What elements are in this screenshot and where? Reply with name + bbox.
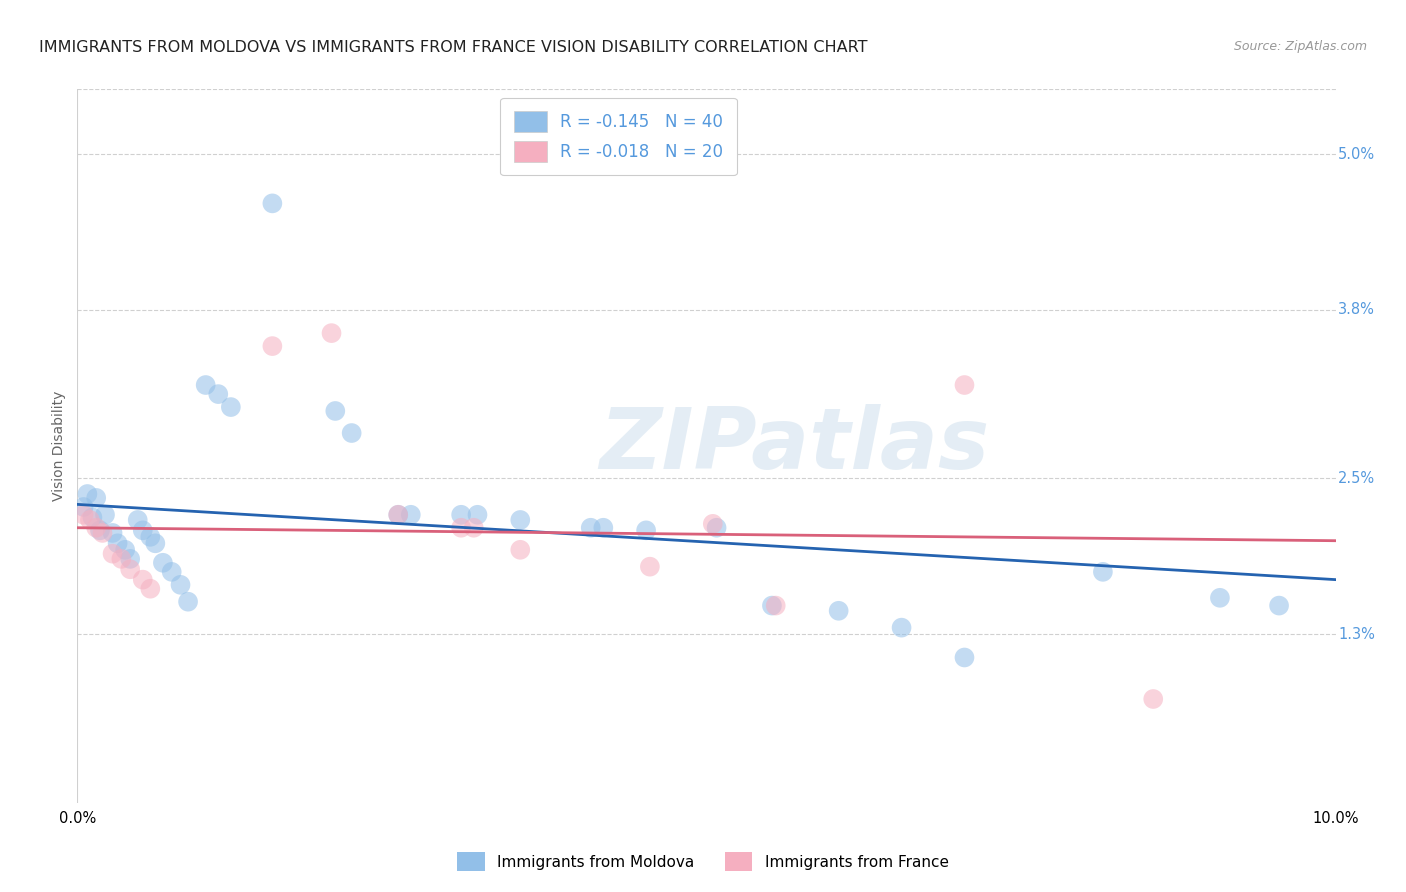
Point bbox=[139, 582, 162, 596]
Point bbox=[114, 542, 136, 557]
Point bbox=[399, 508, 422, 522]
Point bbox=[79, 513, 101, 527]
Point bbox=[194, 378, 217, 392]
Text: 1.3%: 1.3% bbox=[1339, 627, 1375, 641]
Point bbox=[702, 516, 724, 531]
Point bbox=[132, 524, 155, 538]
Y-axis label: Vision Disability: Vision Disability bbox=[52, 391, 66, 501]
Point bbox=[450, 521, 472, 535]
Point bbox=[262, 196, 284, 211]
Legend: R = -0.145   N = 40, R = -0.018   N = 20: R = -0.145 N = 40, R = -0.018 N = 20 bbox=[501, 97, 737, 176]
Point bbox=[207, 387, 229, 401]
Point bbox=[321, 326, 343, 340]
Point bbox=[1142, 692, 1164, 706]
Point bbox=[509, 542, 531, 557]
Point bbox=[953, 650, 976, 665]
Point bbox=[84, 491, 107, 505]
Point bbox=[91, 525, 114, 540]
Point bbox=[94, 508, 117, 522]
Point bbox=[387, 508, 409, 522]
Point bbox=[101, 525, 124, 540]
Text: 2.5%: 2.5% bbox=[1339, 471, 1375, 486]
Point bbox=[509, 513, 531, 527]
Point bbox=[706, 521, 728, 535]
Point bbox=[127, 513, 149, 527]
Point bbox=[890, 621, 912, 635]
Point bbox=[84, 521, 107, 535]
Point bbox=[219, 400, 242, 414]
Point bbox=[139, 530, 162, 544]
Point bbox=[450, 508, 472, 522]
Point bbox=[152, 556, 174, 570]
Point bbox=[340, 425, 363, 440]
Legend: Immigrants from Moldova, Immigrants from France: Immigrants from Moldova, Immigrants from… bbox=[451, 847, 955, 877]
Point bbox=[132, 573, 155, 587]
Point bbox=[463, 521, 485, 535]
Point bbox=[160, 565, 183, 579]
Text: 5.0%: 5.0% bbox=[1339, 146, 1375, 161]
Point bbox=[761, 599, 783, 613]
Point bbox=[387, 508, 409, 522]
Point bbox=[76, 487, 98, 501]
Point bbox=[82, 510, 104, 524]
Point bbox=[953, 378, 976, 392]
Point bbox=[323, 404, 346, 418]
Text: Source: ZipAtlas.com: Source: ZipAtlas.com bbox=[1233, 40, 1367, 54]
Point bbox=[638, 559, 661, 574]
Point bbox=[1091, 565, 1114, 579]
Point bbox=[636, 524, 658, 538]
Point bbox=[143, 536, 166, 550]
Point bbox=[169, 578, 191, 592]
Point bbox=[72, 508, 94, 522]
Point bbox=[579, 521, 602, 535]
Point bbox=[110, 552, 132, 566]
Point bbox=[592, 521, 614, 535]
Point bbox=[101, 547, 124, 561]
Point bbox=[89, 524, 111, 538]
Text: ZIPatlas: ZIPatlas bbox=[599, 404, 990, 488]
Point bbox=[72, 500, 94, 514]
Text: 3.8%: 3.8% bbox=[1339, 302, 1375, 318]
Point bbox=[1268, 599, 1291, 613]
Point bbox=[120, 562, 142, 576]
Point bbox=[765, 599, 787, 613]
Point bbox=[177, 595, 200, 609]
Point bbox=[262, 339, 284, 353]
Point bbox=[107, 536, 129, 550]
Point bbox=[827, 604, 849, 618]
Text: IMMIGRANTS FROM MOLDOVA VS IMMIGRANTS FROM FRANCE VISION DISABILITY CORRELATION : IMMIGRANTS FROM MOLDOVA VS IMMIGRANTS FR… bbox=[39, 40, 868, 55]
Point bbox=[1209, 591, 1232, 605]
Point bbox=[467, 508, 489, 522]
Point bbox=[120, 552, 142, 566]
